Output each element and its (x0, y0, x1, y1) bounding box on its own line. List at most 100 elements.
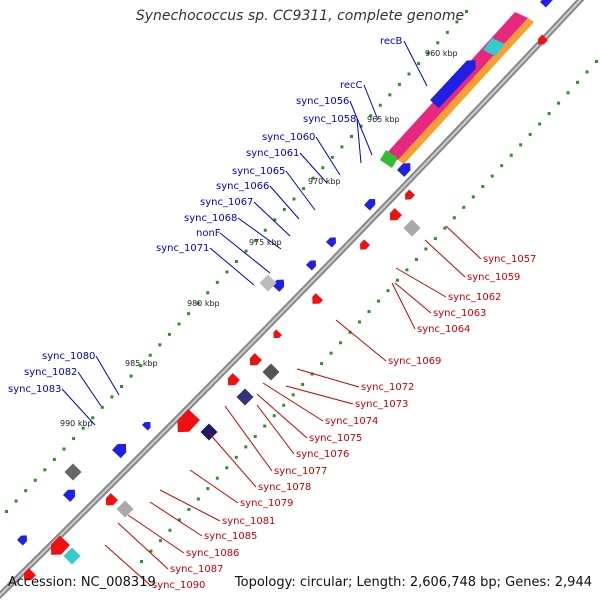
gc-dot-inner (481, 185, 485, 188)
forward-labels: recB recC sync_1056 sync_1058 sync_1060 sync_… (8, 36, 403, 395)
gc-dot-inner (500, 164, 504, 168)
reverse-leader (395, 267, 447, 298)
gc-dot-inner (149, 549, 153, 553)
forward-gene-3 (364, 198, 376, 211)
forward-gene-5-shape (306, 260, 316, 271)
reverse-label: sync_1075 (309, 433, 362, 444)
forward-gene-2 (397, 163, 411, 177)
gc-dot-outer (311, 176, 315, 180)
gc-dot-inner (358, 320, 362, 324)
reverse-leader (256, 393, 308, 439)
reverse-gene-11 (23, 568, 36, 581)
forward-label: sync_1060 (262, 132, 315, 143)
forward-gene-0-shape (540, 0, 553, 8)
rrna-cyan-block (483, 38, 505, 56)
forward-gene-10 (17, 535, 27, 546)
gc-dot-inner (329, 351, 333, 355)
gc-dot-inner (414, 257, 418, 261)
reverse-label: sync_1081 (222, 516, 275, 527)
reverse-leader (149, 501, 203, 537)
gc-dot-outer (120, 385, 123, 388)
reverse-gene-10-shape (50, 535, 70, 555)
gc-dot-inner (348, 330, 352, 334)
gc-dot-inner (443, 226, 447, 230)
forward-leader (349, 100, 373, 156)
reverse-label: sync_1074 (325, 416, 378, 427)
gc-dot-inner (538, 122, 542, 126)
forward-gene-9-shape (63, 489, 76, 502)
tick-label: 990 kbp (60, 419, 93, 428)
reverse-gene-2-shape (389, 208, 402, 221)
gc-dot-inner (395, 278, 399, 282)
forward-gene-4-shape (326, 237, 336, 248)
gc-dot-outer (235, 260, 238, 263)
forward-leader (299, 152, 328, 184)
reverse-leader (104, 544, 151, 586)
tick-label: 975 kbp (249, 238, 282, 247)
gc-dot-inner (320, 362, 324, 366)
reverse-label: sync_1069 (388, 356, 441, 367)
gc-dot-outer (302, 187, 306, 191)
forward-leader (285, 170, 316, 211)
gc-dot-inner (509, 153, 513, 157)
reverse-leader (262, 382, 324, 422)
gc-dot-inner (187, 507, 191, 511)
gc-dot-inner (595, 60, 598, 63)
reverse-gene-7 (227, 373, 240, 386)
backbone-track (0, 0, 585, 600)
gc-dot-inner (215, 476, 219, 480)
gc-dot-inner (367, 310, 371, 313)
forward-leader (363, 84, 379, 121)
topology-text: Topology: circular; Length: 2,606,748 bp… (234, 575, 592, 590)
backbone-highlight (0, 0, 582, 597)
forward-gene-3-shape (364, 198, 376, 211)
gc-dot-outer (340, 145, 344, 149)
accession-text: Accession: NC_008319 (8, 575, 156, 590)
gc-dot-inner (196, 497, 200, 501)
forward-leader (269, 185, 300, 220)
forward-leader (315, 136, 341, 176)
forward-leader (237, 217, 282, 250)
gc-dot-inner (339, 341, 343, 345)
reverse-gene-6 (249, 353, 262, 366)
gc-dot-outer (158, 343, 162, 347)
forward-gene-5 (306, 260, 316, 271)
gc-dot-inner (424, 247, 428, 251)
gene-features (17, 0, 553, 581)
forward-gene-1-shape (430, 60, 476, 109)
gc-dot-outer (378, 103, 382, 107)
reverse-leader (256, 404, 295, 455)
reverse-leader (335, 319, 387, 362)
misc-gene-1 (259, 274, 277, 292)
gc-dot-outer (426, 51, 430, 55)
gc-dot-outer (33, 478, 37, 482)
gc-dot-outer (273, 218, 277, 222)
gc-dot-outer (321, 166, 325, 170)
gc-dot-outer (91, 416, 95, 420)
forward-gene-4 (326, 237, 336, 248)
gc-dot-outer (167, 332, 171, 336)
reverse-label: sync_1072 (361, 382, 414, 393)
reverse-label: sync_1057 (483, 254, 536, 265)
reverse-leader (296, 368, 360, 388)
gc-dot-outer (359, 124, 363, 128)
reverse-leader (127, 514, 185, 554)
reverse-label: sync_1087 (170, 564, 223, 575)
misc-gene-4 (200, 423, 218, 441)
forward-gene-8 (112, 443, 127, 459)
gc-dot-outer (254, 239, 258, 243)
forward-label: nonF (196, 228, 221, 239)
gc-dot-outer (436, 41, 440, 45)
gc-dot-inner (140, 560, 143, 563)
gc-dot-inner (310, 372, 314, 376)
reverse-gene-6-shape (249, 353, 262, 366)
reverse-gene-0-shape (538, 34, 548, 45)
reverse-label: sync_1062 (448, 292, 501, 303)
forward-leader (403, 40, 428, 87)
reverse-gene-8 (177, 409, 200, 433)
gc-dot-outer (139, 364, 143, 368)
reverse-gene-1-shape (405, 189, 415, 200)
reverse-gene-7-shape (227, 373, 240, 386)
gc-dot-outer (465, 10, 468, 13)
